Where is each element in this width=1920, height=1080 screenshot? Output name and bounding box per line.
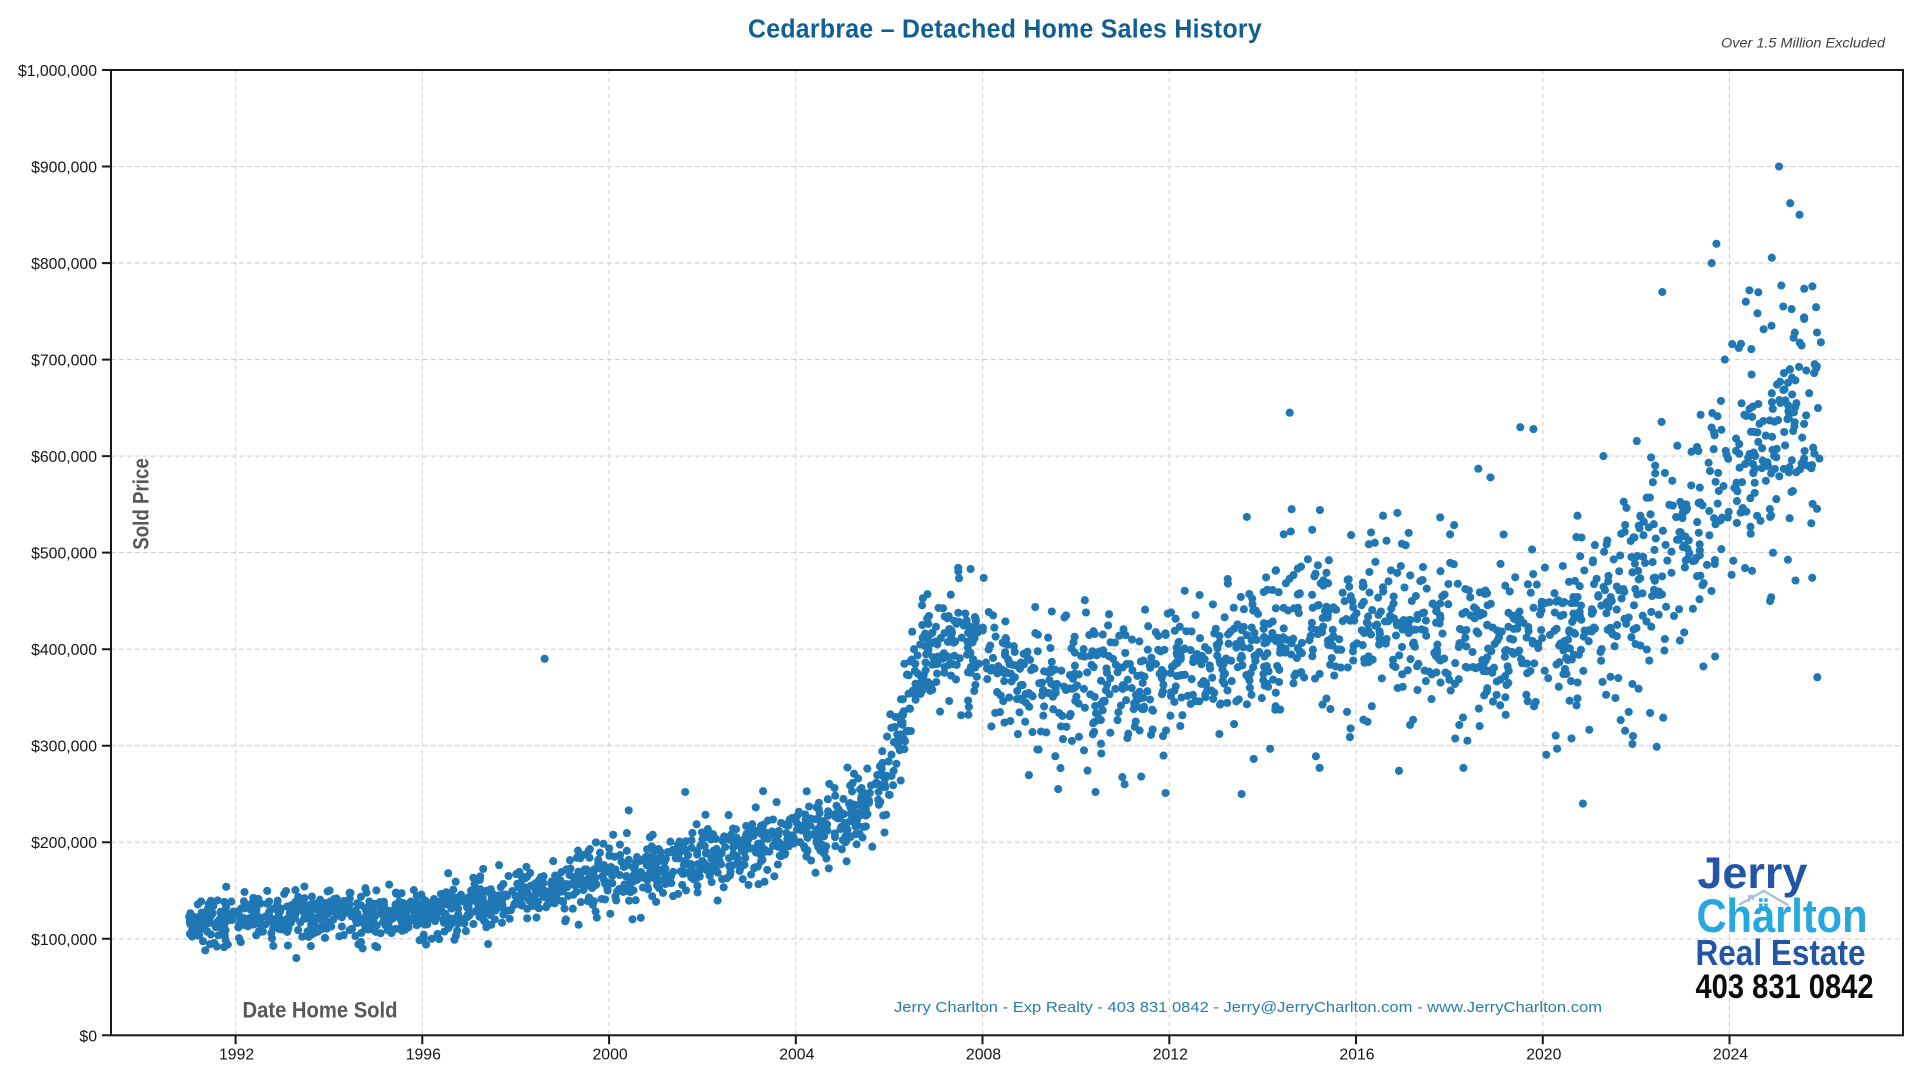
svg-text:2016: 2016 <box>1339 1046 1374 1063</box>
svg-text:1992: 1992 <box>219 1046 254 1063</box>
svg-text:$700,000: $700,000 <box>31 353 97 370</box>
svg-text:$300,000: $300,000 <box>31 739 97 756</box>
svg-text:2000: 2000 <box>593 1046 628 1063</box>
svg-text:Over 1.5 Million Excluded: Over 1.5 Million Excluded <box>1721 36 1886 51</box>
svg-text:Cedarbrae – Detached Home Sale: Cedarbrae – Detached Home Sales History <box>748 16 1263 44</box>
svg-text:Real Estate: Real Estate <box>1696 932 1866 973</box>
svg-text:$100,000: $100,000 <box>31 932 97 949</box>
svg-text:2008: 2008 <box>966 1046 1001 1063</box>
svg-text:Jerry: Jerry <box>1697 849 1807 898</box>
svg-text:2012: 2012 <box>1153 1046 1188 1063</box>
svg-text:2020: 2020 <box>1526 1046 1561 1063</box>
svg-text:$500,000: $500,000 <box>31 546 97 563</box>
svg-text:2004: 2004 <box>779 1046 814 1063</box>
svg-text:403 831 0842: 403 831 0842 <box>1696 968 1874 1006</box>
svg-text:$600,000: $600,000 <box>31 449 97 466</box>
svg-text:$0: $0 <box>79 1028 97 1045</box>
svg-text:$1,000,000: $1,000,000 <box>18 63 97 80</box>
svg-text:$200,000: $200,000 <box>31 835 97 852</box>
svg-text:Date Home Sold: Date Home Sold <box>243 998 398 1023</box>
svg-text:$900,000: $900,000 <box>31 160 97 177</box>
svg-text:2024: 2024 <box>1713 1046 1748 1063</box>
svg-text:Charlton: Charlton <box>1697 889 1868 942</box>
svg-text:$400,000: $400,000 <box>31 642 97 659</box>
svg-text:$800,000: $800,000 <box>31 256 97 273</box>
svg-text:Jerry Charlton - Exp Realty -: Jerry Charlton - Exp Realty - 403 831 08… <box>894 999 1602 1016</box>
svg-text:Sold Price: Sold Price <box>129 458 154 550</box>
svg-text:1996: 1996 <box>406 1046 441 1063</box>
